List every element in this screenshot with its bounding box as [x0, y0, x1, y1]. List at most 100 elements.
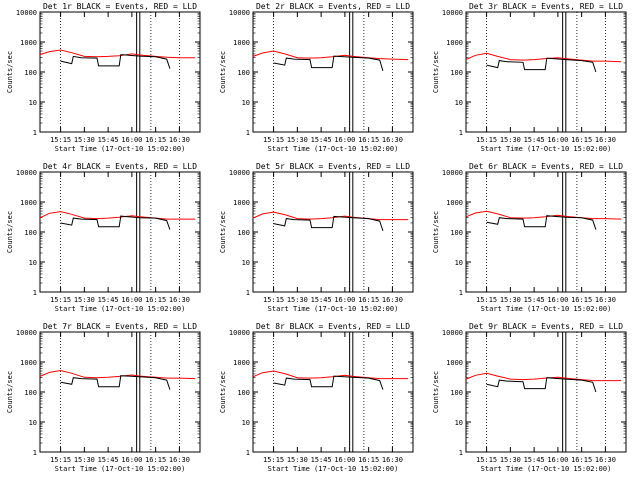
- x-tick-label: 16:00: [121, 296, 142, 304]
- chart-title: Det 2r BLACK = Events, RED = LLD: [256, 2, 410, 11]
- series-line-black: [486, 377, 597, 393]
- y-tick-label: 1: [246, 129, 250, 137]
- y-tick-label: 100: [450, 229, 463, 237]
- x-tick-label: 16:15: [571, 136, 592, 144]
- y-tick-label: 100: [450, 69, 463, 77]
- x-tick-label: 16:30: [169, 456, 190, 464]
- plot-frame: [252, 171, 414, 293]
- x-tick-label: 15:15: [50, 296, 71, 304]
- x-tick-label: 15:30: [287, 456, 308, 464]
- y-tick-label: 10000: [16, 169, 37, 177]
- series-line-red: [252, 50, 409, 61]
- series-line-red: [465, 210, 622, 220]
- x-tick-label: 16:30: [382, 296, 403, 304]
- x-tick-label: 15:15: [263, 136, 284, 144]
- y-tick-label: 10: [455, 99, 463, 107]
- series-line-red: [465, 372, 622, 382]
- x-tick-label: 16:00: [334, 296, 355, 304]
- plot-frame: [252, 11, 414, 133]
- y-tick-label: 1000: [446, 359, 463, 367]
- y-tick-label: 1: [33, 449, 37, 457]
- y-tick-label: 100: [237, 229, 250, 237]
- chart-title: Det 6r BLACK = Events, RED = LLD: [469, 162, 623, 171]
- chart-panel-7: Det 7r BLACK = Events, RED = LLD 1 10 100 10…: [6, 322, 201, 473]
- series-line-black: [60, 215, 171, 230]
- x-axis-label: Start Time (17-Oct-10 15:02:00): [481, 465, 612, 473]
- chart-title: Det 8r BLACK = Events, RED = LLD: [256, 322, 410, 331]
- y-tick-label: 10000: [442, 169, 463, 177]
- y-tick-label: 10000: [16, 9, 37, 17]
- y-tick-label: 1: [33, 289, 37, 297]
- chart-panel-6: Det 6r BLACK = Events, RED = LLD 1 10 100 10…: [432, 162, 627, 313]
- x-tick-label: 15:30: [500, 296, 521, 304]
- x-tick-label: 16:15: [358, 136, 379, 144]
- x-axis-label: Start Time (17-Oct-10 15:02:00): [55, 305, 186, 313]
- y-tick-label: 10000: [442, 329, 463, 337]
- y-tick-label: 10000: [229, 9, 250, 17]
- x-tick-label: 16:30: [595, 456, 616, 464]
- y-tick-label: 100: [24, 389, 37, 397]
- series-line-red: [39, 211, 196, 220]
- y-tick-label: 100: [237, 389, 250, 397]
- x-axis-label: Start Time (17-Oct-10 15:02:00): [55, 465, 186, 473]
- chart-panel-9: Det 9r BLACK = Events, RED = LLD 1 10 100 10…: [432, 322, 627, 473]
- x-tick-label: 15:45: [98, 136, 119, 144]
- chart-title: Det 3r BLACK = Events, RED = LLD: [469, 2, 623, 11]
- x-tick-label: 16:30: [169, 136, 190, 144]
- y-axis-label: Counts/sec: [219, 371, 227, 413]
- series-line-red: [39, 49, 196, 59]
- x-tick-label: 15:15: [50, 456, 71, 464]
- x-tick-label: 15:45: [311, 136, 332, 144]
- y-axis-label: Counts/sec: [432, 51, 440, 93]
- x-tick-label: 15:45: [98, 456, 119, 464]
- series-line-black: [60, 375, 171, 390]
- chart-panel-3: Det 3r BLACK = Events, RED = LLD 1 10 100 10…: [432, 2, 627, 153]
- plot-frame: [39, 171, 201, 293]
- y-tick-label: 10000: [16, 329, 37, 337]
- x-axis-label: Start Time (17-Oct-10 15:02:00): [481, 145, 612, 153]
- y-tick-label: 10000: [229, 169, 250, 177]
- chart-panel-8: Det 8r BLACK = Events, RED = LLD 1 10 100 10…: [219, 322, 414, 473]
- y-tick-label: 1: [459, 289, 463, 297]
- y-tick-label: 100: [24, 229, 37, 237]
- x-tick-label: 16:15: [358, 296, 379, 304]
- y-tick-label: 100: [24, 69, 37, 77]
- x-tick-label: 16:15: [358, 456, 379, 464]
- y-tick-label: 1000: [20, 199, 37, 207]
- x-tick-label: 15:15: [263, 456, 284, 464]
- chart-title: Det 9r BLACK = Events, RED = LLD: [469, 322, 623, 331]
- x-tick-label: 15:30: [500, 456, 521, 464]
- x-tick-label: 16:30: [169, 296, 190, 304]
- chart-panel-1: Det 1r BLACK = Events, RED = LLD 1 10 100 10…: [6, 2, 201, 153]
- x-axis-label: Start Time (17-Oct-10 15:02:00): [55, 145, 186, 153]
- y-tick-label: 1: [459, 129, 463, 137]
- series-line-black: [273, 215, 384, 231]
- series-line-red: [252, 211, 409, 221]
- x-tick-label: 15:15: [263, 296, 284, 304]
- x-tick-label: 16:30: [382, 456, 403, 464]
- plot-frame: [465, 11, 627, 133]
- plot-frame: [252, 331, 414, 453]
- x-tick-label: 15:45: [311, 296, 332, 304]
- y-tick-label: 10: [29, 99, 37, 107]
- series-line-black: [60, 54, 171, 69]
- y-axis-label: Counts/sec: [219, 211, 227, 253]
- y-tick-label: 10: [242, 259, 250, 267]
- series-line-black: [273, 375, 384, 390]
- y-axis-label: Counts/sec: [432, 211, 440, 253]
- plot-frame: [39, 11, 201, 133]
- x-axis-label: Start Time (17-Oct-10 15:02:00): [268, 145, 399, 153]
- y-axis-label: Counts/sec: [6, 51, 14, 93]
- x-tick-label: 15:30: [287, 136, 308, 144]
- x-tick-label: 15:30: [74, 456, 95, 464]
- y-tick-label: 1000: [446, 199, 463, 207]
- series-line-red: [465, 52, 622, 63]
- x-axis-label: Start Time (17-Oct-10 15:02:00): [268, 305, 399, 313]
- x-tick-label: 15:15: [476, 296, 497, 304]
- y-tick-label: 10: [242, 99, 250, 107]
- plot-frame: [39, 331, 201, 453]
- y-tick-label: 10: [242, 419, 250, 427]
- x-tick-label: 15:30: [500, 136, 521, 144]
- x-tick-label: 15:45: [311, 456, 332, 464]
